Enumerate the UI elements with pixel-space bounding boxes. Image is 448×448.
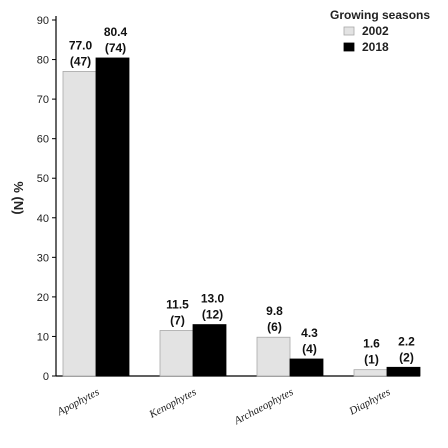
y-tick-label: 20 [37,292,49,304]
count-label: (1) [364,353,379,367]
bar-2002-archaeophytes [256,336,291,377]
category-label: Diaphytes [347,386,393,418]
y-tick-label: 10 [37,331,49,343]
count-label: (4) [302,342,317,356]
bar-2002-apophytes [62,71,97,377]
value-label: 13.0 [201,292,225,306]
legend-swatch-2002 [343,26,355,36]
value-label: 2.2 [398,334,415,348]
bar-2018-kenophytes [192,324,227,377]
bar-2002-kenophytes [159,330,194,377]
value-label: 11.5 [166,298,189,312]
y-tick-label: 40 [37,213,49,225]
bar-2018-diaphytes [386,366,421,377]
value-label: 9.8 [266,304,283,318]
y-tick-label: 80 [37,55,49,67]
legend-title: Growing seasons [330,8,430,22]
y-tick-label: 0 [43,371,49,383]
bar-2018-archaeophytes [289,358,324,377]
count-label: (47) [70,54,91,68]
count-label: (7) [170,314,185,328]
value-label: 80.4 [104,25,128,39]
legend: Growing seasons 2002 2018 [330,8,430,54]
y-tick-label: 50 [37,173,49,185]
legend-swatch-2018 [343,42,355,52]
axes: 0 10 20 30 40 50 60 70 80 90 % (N) [11,15,420,383]
count-label: (12) [202,308,223,322]
legend-label-2002: 2002 [362,24,389,38]
count-label: (2) [399,350,414,364]
count-label: (6) [267,320,282,334]
count-label: (74) [105,41,126,55]
category-label: Apophytes [54,386,101,419]
category-labels: Apophytes Kenophytes Archaeophytes Diaphyte… [54,386,392,428]
data-labels: 77.0 (47) 80.4 (74) 11.5 (7) 13.0 (12) 9.8 (6) 4.3… [69,25,415,367]
bar-2002-diaphytes [353,369,388,377]
y-tick-label: 30 [37,252,49,264]
y-axis-title: % (N) [11,181,26,214]
value-label: 1.6 [363,337,380,351]
legend-label-2018: 2018 [362,40,389,54]
value-label: 4.3 [301,326,318,340]
category-label: Kenophytes [147,386,199,421]
bars [62,57,421,377]
y-tick-label: 70 [37,94,49,106]
value-label: 77.0 [69,38,93,52]
y-tick-label: 60 [37,134,49,146]
y-tick-label: 90 [37,15,49,27]
category-label: Archaeophytes [232,386,296,428]
bar-2018-apophytes [95,57,130,377]
